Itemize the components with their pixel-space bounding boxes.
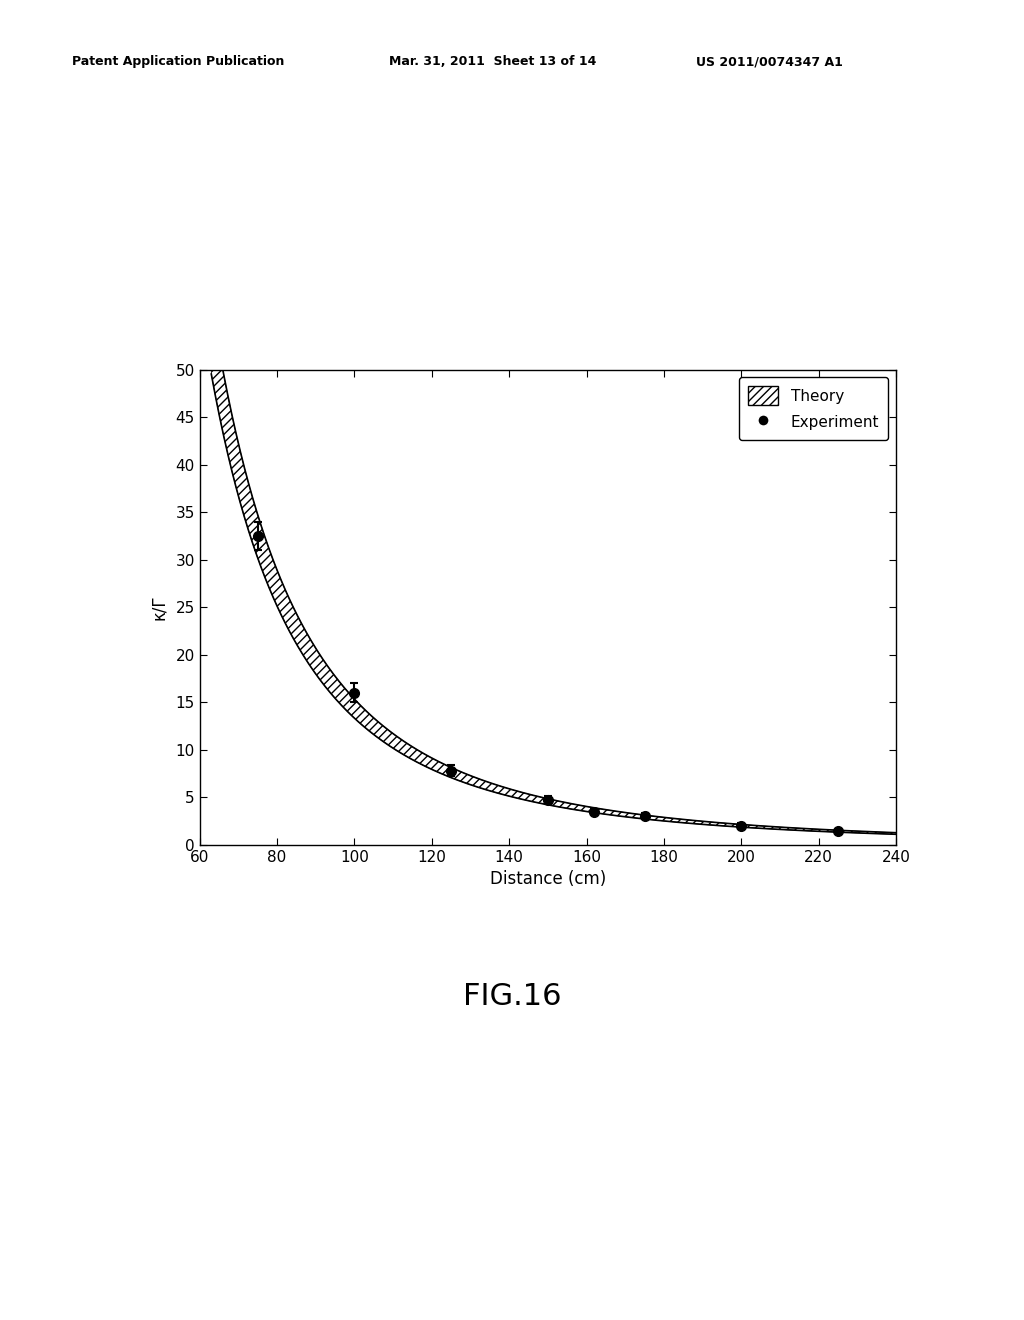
X-axis label: Distance (cm): Distance (cm) (489, 870, 606, 888)
Text: US 2011/0074347 A1: US 2011/0074347 A1 (696, 55, 843, 69)
Text: Patent Application Publication: Patent Application Publication (72, 55, 284, 69)
Legend: Theory, Experiment: Theory, Experiment (738, 378, 889, 441)
Y-axis label: κ/Γ: κ/Γ (151, 595, 169, 619)
Text: Mar. 31, 2011  Sheet 13 of 14: Mar. 31, 2011 Sheet 13 of 14 (389, 55, 597, 69)
Text: FIG.16: FIG.16 (463, 982, 561, 1011)
